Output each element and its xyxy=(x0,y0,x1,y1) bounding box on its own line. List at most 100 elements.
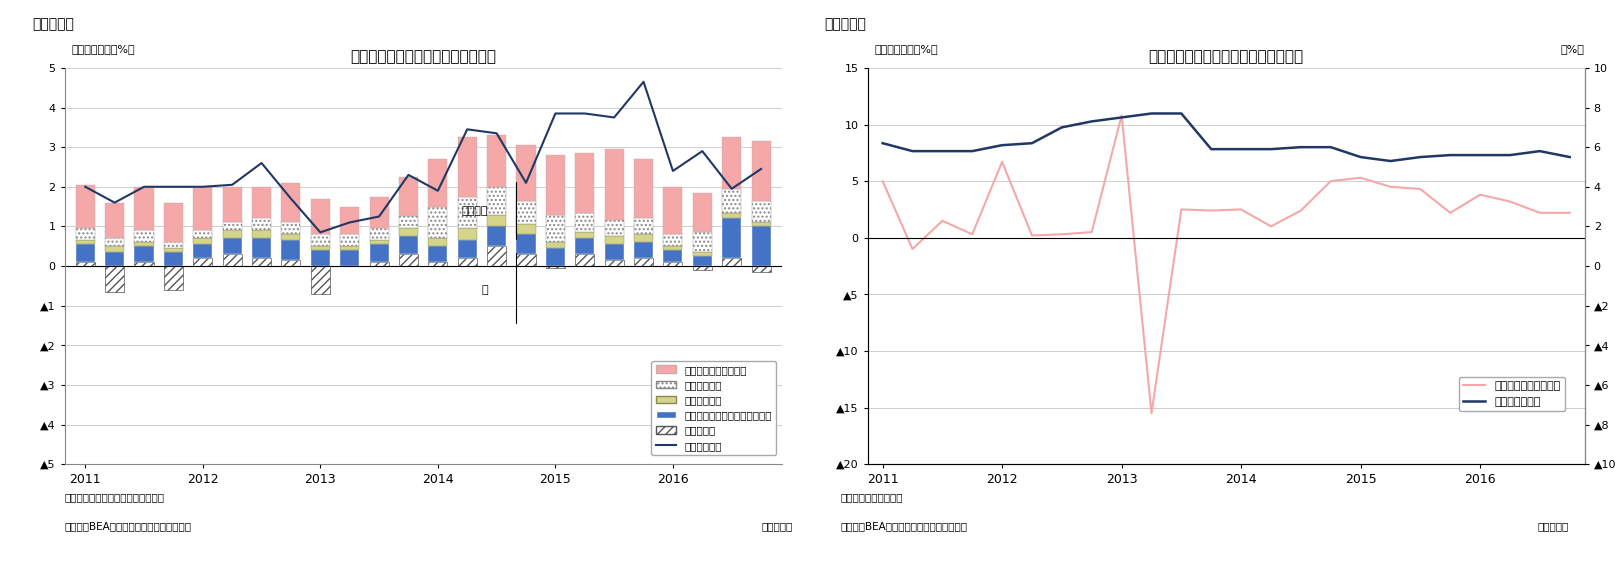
実質個人消費 xyxy=(340,219,359,226)
Bar xyxy=(105,266,125,292)
実質個人消費 xyxy=(105,199,125,206)
Bar xyxy=(340,234,359,246)
実質個人消費 xyxy=(576,110,595,117)
Bar xyxy=(487,246,506,266)
Bar xyxy=(281,234,301,240)
Bar xyxy=(458,196,477,228)
実質個人消費 xyxy=(369,213,388,220)
Bar xyxy=(310,199,330,234)
実質個人消費 xyxy=(545,110,564,117)
Bar xyxy=(429,207,448,238)
Bar xyxy=(576,233,595,238)
Bar xyxy=(281,260,301,266)
Bar xyxy=(223,238,241,254)
Text: （資料）BEAよりニッセイ基礎研究所作成: （資料）BEAよりニッセイ基礎研究所作成 xyxy=(841,521,969,531)
Bar xyxy=(516,234,535,254)
Bar xyxy=(76,262,95,266)
Bar xyxy=(194,245,212,258)
Bar xyxy=(163,203,183,242)
Bar xyxy=(487,187,506,215)
Bar xyxy=(723,258,741,266)
Bar xyxy=(252,187,272,218)
Bar xyxy=(223,187,241,222)
実質個人消費 xyxy=(752,165,771,172)
Bar xyxy=(692,256,711,266)
Bar xyxy=(516,145,535,201)
Bar xyxy=(163,252,183,266)
Line: 実質個人消費: 実質個人消費 xyxy=(86,82,762,232)
実質個人消費 xyxy=(281,195,301,202)
Bar xyxy=(252,218,272,230)
Bar xyxy=(194,187,212,230)
Bar xyxy=(605,245,624,260)
Bar xyxy=(663,246,682,250)
Bar xyxy=(399,236,419,254)
Bar xyxy=(281,240,301,260)
Bar xyxy=(194,238,212,245)
Bar xyxy=(692,252,711,256)
Bar xyxy=(163,242,183,248)
Bar xyxy=(429,246,448,262)
Bar xyxy=(547,248,564,266)
Bar xyxy=(370,245,388,262)
Bar xyxy=(370,228,388,240)
Bar xyxy=(429,262,448,266)
Bar xyxy=(458,240,477,258)
Bar xyxy=(634,242,653,258)
Bar xyxy=(310,266,330,294)
Bar xyxy=(723,137,741,188)
Bar xyxy=(399,254,419,266)
Bar xyxy=(723,218,741,258)
Bar xyxy=(105,238,125,246)
Bar xyxy=(663,187,682,234)
Bar xyxy=(370,196,388,228)
Bar xyxy=(105,252,125,266)
Text: （注）季節調整済系列: （注）季節調整済系列 xyxy=(841,492,904,503)
Bar xyxy=(547,215,564,242)
Bar xyxy=(605,149,624,220)
Bar xyxy=(134,242,154,246)
Bar xyxy=(752,141,771,201)
Text: （図表３）: （図表３） xyxy=(32,17,74,31)
Bar xyxy=(76,245,95,262)
Bar xyxy=(547,242,564,248)
Bar xyxy=(252,230,272,238)
Bar xyxy=(252,258,272,266)
Bar xyxy=(576,153,595,212)
Text: （図表４）: （図表４） xyxy=(825,17,867,31)
Bar xyxy=(281,222,301,234)
Bar xyxy=(134,187,154,230)
Bar xyxy=(516,224,535,234)
Bar xyxy=(752,201,771,222)
Text: 財: 財 xyxy=(482,285,488,295)
Bar xyxy=(723,189,741,213)
Text: （前期比年率、%）: （前期比年率、%） xyxy=(71,44,136,54)
Bar xyxy=(605,260,624,266)
Bar xyxy=(310,234,330,246)
Bar xyxy=(163,266,183,290)
Bar xyxy=(547,266,564,268)
Bar xyxy=(105,246,125,252)
実質個人消費 xyxy=(163,183,183,190)
Text: （%）: （%） xyxy=(1560,44,1585,54)
Bar xyxy=(134,246,154,262)
Bar xyxy=(634,218,653,234)
実質個人消費 xyxy=(458,126,477,133)
Bar xyxy=(723,213,741,218)
Bar xyxy=(194,258,212,266)
Bar xyxy=(692,192,711,232)
Bar xyxy=(634,234,653,242)
Bar xyxy=(458,258,477,266)
実質個人消費 xyxy=(723,185,742,192)
Text: （注）季節調整済系列の前期比年率: （注）季節調整済系列の前期比年率 xyxy=(65,492,165,503)
Bar xyxy=(429,238,448,246)
Bar xyxy=(429,159,448,207)
実質個人消費 xyxy=(634,78,653,85)
Bar xyxy=(223,230,241,238)
実質個人消費 xyxy=(310,229,330,235)
Bar xyxy=(134,230,154,242)
実質個人消費 xyxy=(134,183,154,190)
実質個人消費 xyxy=(663,168,682,174)
Bar xyxy=(370,262,388,266)
Bar xyxy=(105,203,125,238)
